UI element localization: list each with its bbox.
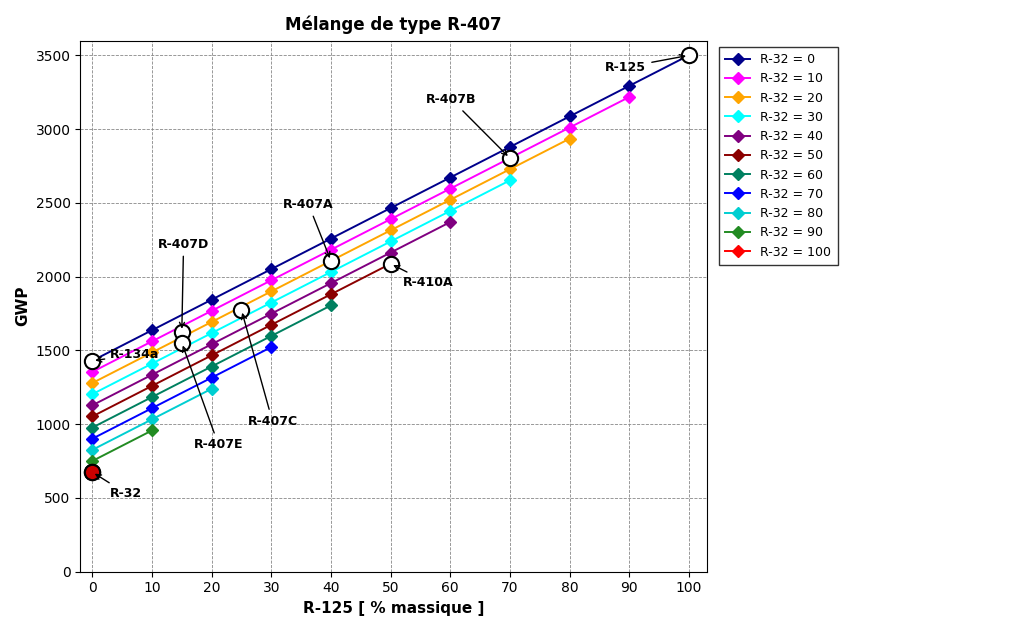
R-32 = 20 bbox=[86, 379, 98, 387]
R-32 = 90 bbox=[146, 427, 158, 434]
Text: R-125: R-125 bbox=[606, 55, 684, 74]
R-32 = 90 bbox=[86, 457, 98, 465]
Text: R-407D: R-407D bbox=[158, 238, 209, 327]
R-32 = 0 bbox=[265, 266, 277, 273]
Text: R-32: R-32 bbox=[96, 475, 143, 500]
R-32 = 10 bbox=[146, 338, 158, 345]
Line: R-32 = 50: R-32 = 50 bbox=[88, 259, 394, 421]
R-32 = 10 bbox=[444, 185, 456, 192]
R-32 = 10 bbox=[384, 215, 396, 223]
R-32 = 40 bbox=[205, 341, 217, 348]
R-32 = 30 bbox=[503, 177, 516, 184]
Text: R-410A: R-410A bbox=[394, 266, 453, 289]
R-32 = 70 bbox=[205, 374, 217, 381]
Line: R-32 = 90: R-32 = 90 bbox=[88, 427, 156, 465]
R-32 = 20 bbox=[384, 227, 396, 234]
Line: R-32 = 0: R-32 = 0 bbox=[88, 51, 693, 365]
R-32 = 50 bbox=[86, 413, 98, 420]
R-32 = 10 bbox=[623, 93, 635, 101]
Line: R-32 = 80: R-32 = 80 bbox=[88, 385, 215, 454]
R-32 = 30 bbox=[146, 360, 158, 367]
R-32 = 30 bbox=[205, 329, 217, 337]
Y-axis label: GWP: GWP bbox=[15, 286, 30, 326]
R-32 = 20 bbox=[503, 165, 516, 173]
Line: R-32 = 30: R-32 = 30 bbox=[88, 176, 514, 398]
R-32 = 20 bbox=[563, 135, 575, 143]
R-32 = 0 bbox=[682, 52, 695, 59]
X-axis label: R-125 [ % massique ]: R-125 [ % massique ] bbox=[303, 601, 484, 616]
R-32 = 20 bbox=[265, 288, 277, 295]
R-32 = 70 bbox=[86, 435, 98, 442]
R-32 = 50 bbox=[205, 351, 217, 359]
R-32 = 50 bbox=[325, 290, 337, 298]
R-32 = 40 bbox=[265, 310, 277, 317]
Text: R-407B: R-407B bbox=[427, 93, 507, 155]
R-32 = 30 bbox=[384, 238, 396, 245]
R-32 = 0 bbox=[384, 204, 396, 212]
R-32 = 0 bbox=[146, 326, 158, 334]
R-32 = 20 bbox=[444, 196, 456, 204]
R-32 = 40 bbox=[146, 371, 158, 379]
R-32 = 40 bbox=[384, 249, 396, 256]
R-32 = 50 bbox=[146, 382, 158, 390]
R-32 = 0 bbox=[325, 235, 337, 242]
R-32 = 0 bbox=[86, 357, 98, 365]
R-32 = 30 bbox=[444, 207, 456, 215]
R-32 = 10 bbox=[86, 368, 98, 375]
R-32 = 30 bbox=[325, 268, 337, 276]
R-32 = 50 bbox=[384, 260, 396, 268]
R-32 = 0 bbox=[563, 113, 575, 121]
R-32 = 40 bbox=[444, 218, 456, 226]
R-32 = 20 bbox=[325, 257, 337, 264]
Line: R-32 = 20: R-32 = 20 bbox=[88, 134, 573, 387]
R-32 = 10 bbox=[563, 124, 575, 131]
Line: R-32 = 70: R-32 = 70 bbox=[88, 343, 275, 443]
R-32 = 60 bbox=[146, 393, 158, 401]
R-32 = 70 bbox=[146, 404, 158, 412]
Text: R-407A: R-407A bbox=[283, 198, 334, 257]
R-32 = 0 bbox=[623, 82, 635, 90]
Legend: R-32 = 0, R-32 = 10, R-32 = 20, R-32 = 30, R-32 = 40, R-32 = 50, R-32 = 60, R-32: R-32 = 0, R-32 = 10, R-32 = 20, R-32 = 3… bbox=[719, 47, 838, 265]
R-32 = 20 bbox=[146, 349, 158, 357]
R-32 = 80 bbox=[146, 416, 158, 423]
R-32 = 10 bbox=[503, 155, 516, 162]
R-32 = 60 bbox=[325, 302, 337, 309]
R-32 = 10 bbox=[205, 307, 217, 315]
R-32 = 60 bbox=[205, 363, 217, 370]
R-32 = 40 bbox=[325, 280, 337, 287]
Text: R-407E: R-407E bbox=[183, 347, 244, 451]
R-32 = 0 bbox=[503, 143, 516, 151]
R-32 = 10 bbox=[325, 246, 337, 254]
R-32 = 30 bbox=[86, 391, 98, 398]
R-32 = 60 bbox=[86, 424, 98, 432]
Text: R-407C: R-407C bbox=[242, 314, 297, 428]
Line: R-32 = 10: R-32 = 10 bbox=[88, 93, 633, 376]
R-32 = 40 bbox=[86, 401, 98, 409]
R-32 = 80 bbox=[205, 385, 217, 392]
Text: R-134a: R-134a bbox=[97, 348, 160, 362]
Line: R-32 = 40: R-32 = 40 bbox=[88, 218, 454, 410]
R-32 = 70 bbox=[265, 343, 277, 351]
Line: R-32 = 60: R-32 = 60 bbox=[88, 301, 335, 432]
R-32 = 50 bbox=[265, 321, 277, 329]
R-32 = 20 bbox=[205, 318, 217, 326]
R-32 = 0 bbox=[205, 296, 217, 304]
R-32 = 80 bbox=[86, 446, 98, 454]
Title: Mélange de type R-407: Mélange de type R-407 bbox=[285, 15, 501, 33]
R-32 = 60 bbox=[265, 332, 277, 339]
R-32 = 30 bbox=[265, 298, 277, 306]
R-32 = 10 bbox=[265, 276, 277, 284]
R-32 = 0 bbox=[444, 174, 456, 181]
